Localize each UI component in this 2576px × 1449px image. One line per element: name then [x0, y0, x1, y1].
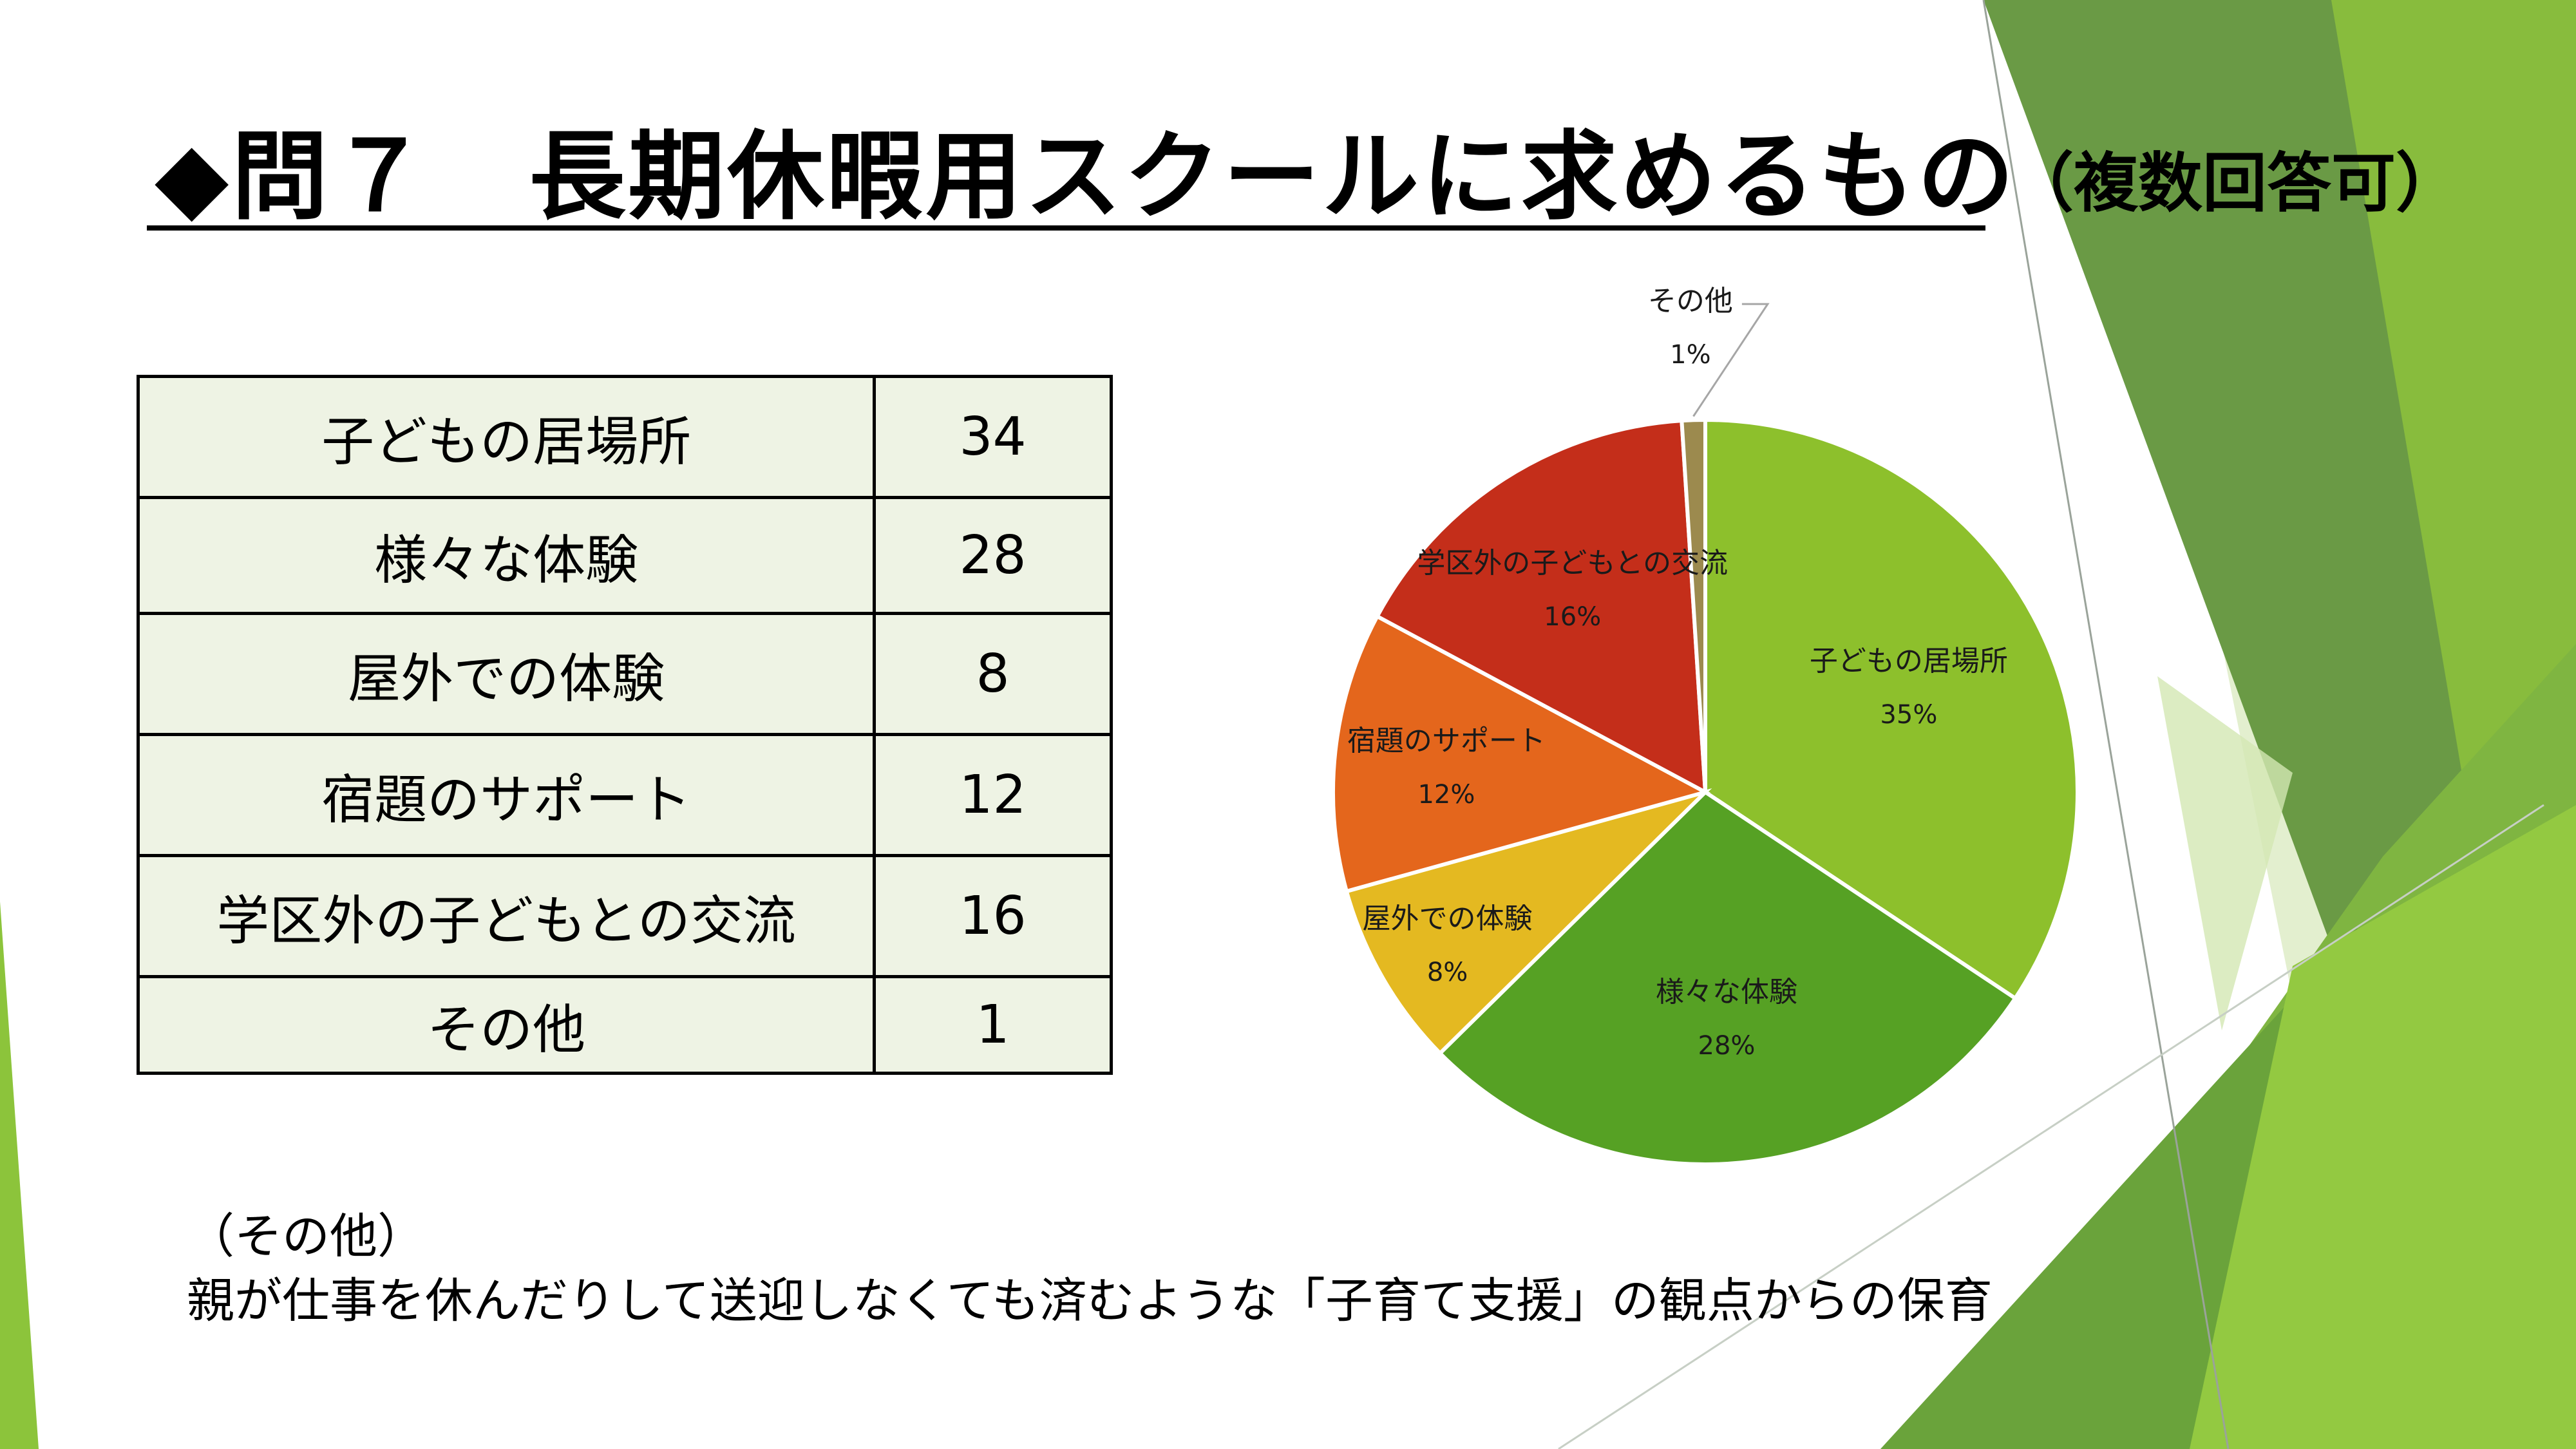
table-cell-label: 屋外での体験: [136, 612, 876, 736]
deco-left-strip: [0, 902, 39, 1449]
table-cell-value: 28: [873, 496, 1113, 615]
pie-percent-label: 1%: [1670, 340, 1710, 370]
pie-category-label: 学区外の子どもとの交流: [1417, 547, 1728, 580]
pie-percent-label: 12%: [1417, 780, 1475, 810]
table-row: 学区外の子どもとの交流 16: [136, 854, 1113, 978]
pie-percent-label: 35%: [1880, 700, 1937, 730]
pie-percent-label: 8%: [1427, 958, 1468, 987]
pie-category-label: 様々な体験: [1656, 976, 1797, 1009]
table-cell-value: 12: [873, 733, 1113, 857]
deco-thin-line-1: [1982, 0, 2230, 1449]
table-row: 宿題のサポート 12: [136, 733, 1113, 857]
table-cell-label: その他: [136, 975, 876, 1075]
pie-category-label: 宿題のサポート: [1347, 724, 1546, 757]
deco-thin-line-2: [1558, 804, 2544, 1449]
pie-percent-label: 28%: [1698, 1031, 1756, 1061]
table-cell-value: 1: [873, 975, 1113, 1075]
pie-category-label: その他: [1648, 285, 1733, 317]
pie-slice: [1680, 417, 1707, 793]
table-cell-label: 学区外の子どもとの交流: [136, 854, 876, 978]
results-table: 子どもの居場所 34 様々な体験 28 屋外での体験 8 宿題のサポート 12 …: [136, 375, 1113, 1075]
pie-slice: [1374, 418, 1708, 796]
pie-slice: [1437, 790, 2018, 1166]
pie-slice: [1344, 788, 1712, 1056]
table-row: 様々な体験 28: [136, 496, 1113, 615]
table-cell-value: 34: [873, 375, 1113, 499]
pie-chart: 子どもの居場所 35% 様々な体験 28% 屋外での体験 8% 宿題のサポート 12% 学区外の…: [1331, 285, 2080, 1166]
pie-category-label: 屋外での体験: [1363, 902, 1533, 935]
slide-subtitle: （複数回答可）: [2009, 146, 2460, 221]
table-cell-label: 宿題のサポート: [136, 733, 876, 857]
note-text: 親が仕事を休んだりして送迎しなくても済むような「子育て支援」の観点からの保育: [187, 1273, 1993, 1329]
table-cell-label: 子どもの居場所: [136, 375, 876, 499]
table-cell-value: 16: [873, 854, 1113, 978]
slide-title: ◆問７ 長期休暇用スクールに求めるもの: [155, 121, 2017, 233]
pie-category-label: 子どもの居場所: [1810, 645, 2008, 677]
pie-leader-line: [1692, 303, 1770, 417]
table-row: 子どもの居場所 34: [136, 375, 1113, 499]
deco-pale-triangle: [2157, 676, 2293, 1030]
table-row: その他 1: [136, 975, 1113, 1075]
deco-bright-triangle: [2190, 805, 2576, 1449]
table-cell-label: 様々な体験: [136, 496, 876, 615]
pie-slice: [1331, 613, 1711, 894]
table-row: 屋外での体験 8: [136, 612, 1113, 736]
note-heading: （その他）: [187, 1209, 425, 1264]
table-cell-value: 8: [873, 612, 1113, 736]
pie-percent-label: 16%: [1544, 602, 1601, 632]
title-underline: [147, 225, 1985, 231]
